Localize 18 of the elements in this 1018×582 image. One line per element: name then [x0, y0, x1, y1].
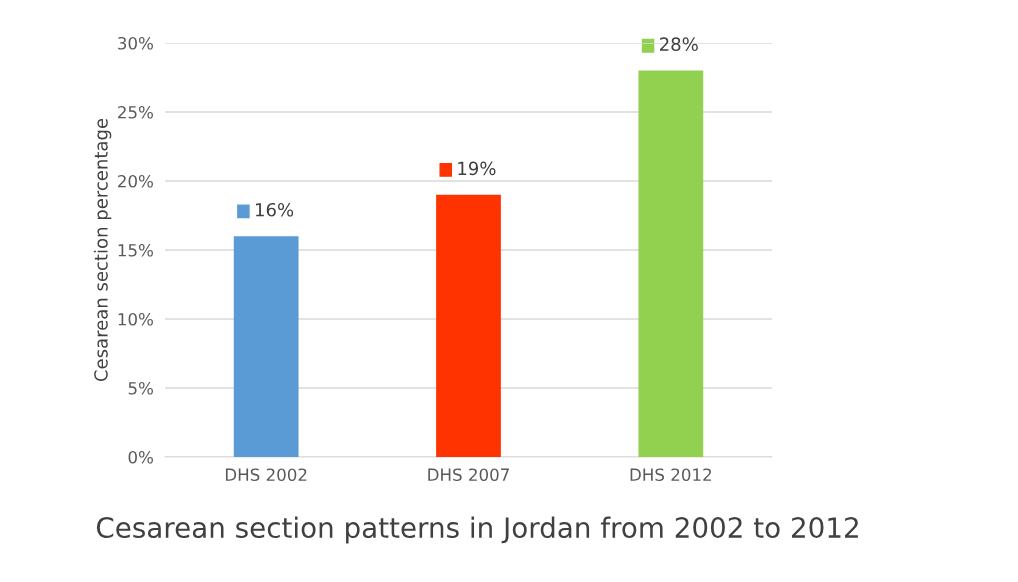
data-label: 19% [458, 161, 496, 176]
y-axis-title: Cesarean section percentage [93, 118, 112, 382]
y-tick-label: 5% [128, 381, 153, 395]
bar [436, 194, 501, 457]
bar [233, 236, 299, 457]
text: Cesarean section patterns in Jordan from 2002 to 2012 [96, 516, 858, 544]
y-tick-label: 25% [118, 105, 153, 119]
y-tick-label: 0% [128, 450, 153, 464]
y-tick-label: 10% [118, 312, 153, 326]
y-tick-label: 15% [118, 243, 153, 257]
data-label: 16% [256, 202, 294, 217]
x-tick-label: DHS 2012 [630, 468, 711, 482]
y-tick-label: 30% [118, 36, 153, 50]
x-tick-label: DHS 2007 [428, 468, 509, 482]
data-label: 28% [660, 37, 698, 51]
bar [638, 70, 704, 457]
y-tick-label: 20% [118, 174, 153, 188]
x-tick-label: DHS 2002 [225, 468, 307, 482]
